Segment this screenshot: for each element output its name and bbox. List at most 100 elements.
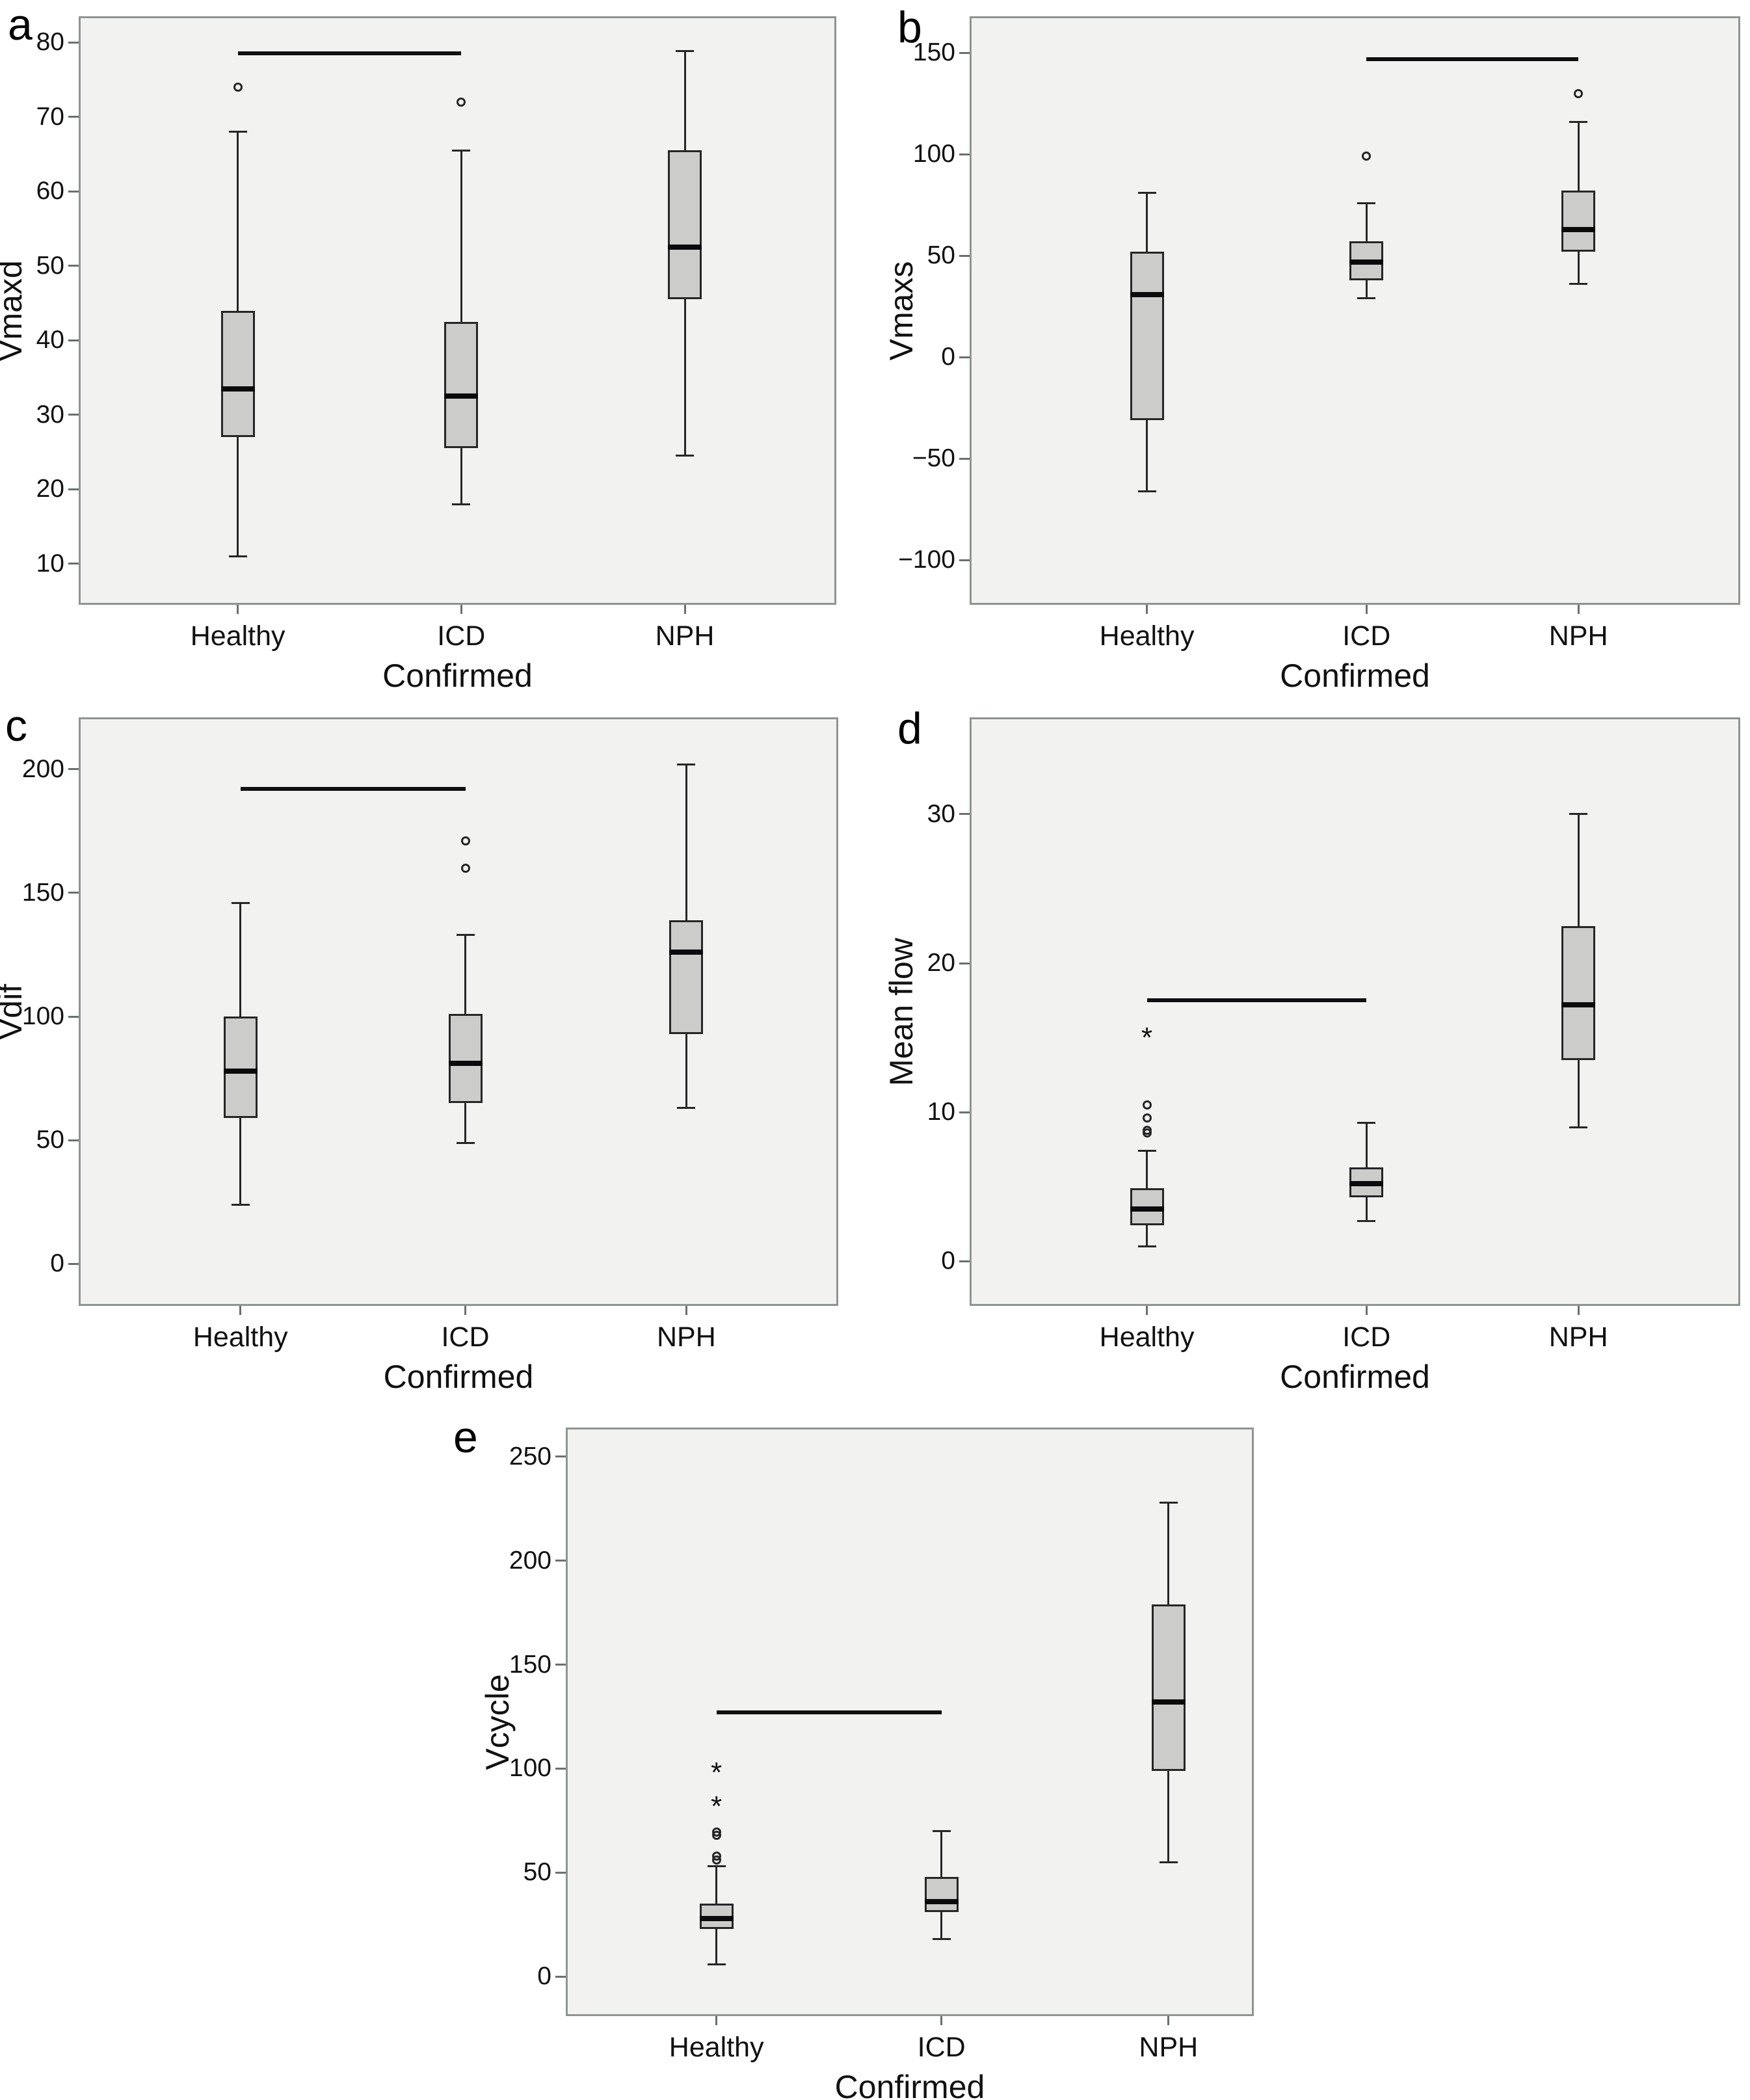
- category-label-nph: NPH: [1548, 620, 1608, 652]
- x-tick-mark: [1577, 605, 1580, 614]
- y-tick-mark: [68, 339, 79, 341]
- significance-line: [716, 1710, 942, 1715]
- category-label-healthy: Healthy: [192, 1322, 288, 1353]
- y-tick-mark: [68, 768, 79, 771]
- y-tick-mark: [68, 116, 79, 118]
- panel-b: b Vmaxs 150 100 50 0 −50 −100 Healthy ICD NPH Confi…: [875, 0, 1750, 699]
- whisker-cap-top: [1137, 1150, 1156, 1152]
- iqr-box-icd: [924, 1876, 959, 1913]
- y-tick-mark: [959, 962, 970, 964]
- category-label-icd: ICD: [441, 1322, 490, 1353]
- median-line: [669, 950, 704, 955]
- y-tick-label: 60: [36, 177, 64, 206]
- y-tick-mark: [959, 1111, 970, 1113]
- y-tick-label: 100: [509, 1754, 551, 1783]
- category-label-icd: ICD: [1342, 1322, 1391, 1353]
- whisker-cap-bottom: [676, 455, 694, 457]
- median-line: [1130, 1206, 1164, 1212]
- whisker-cap-top: [677, 763, 696, 765]
- panel-a: a Vmaxd 80 70 60 50 40 30 20 10 Healthy ICD NPH Confi…: [0, 0, 875, 699]
- y-tick-mark: [68, 1139, 79, 1141]
- median-line: [448, 1061, 483, 1067]
- y-tick-label: 200: [21, 754, 64, 783]
- y-tick-mark: [555, 1767, 566, 1770]
- x-tick-mark: [1146, 1306, 1148, 1315]
- y-tick-mark: [959, 559, 970, 561]
- whisker-cap-top: [1569, 120, 1588, 123]
- y-tick-label: 10: [36, 549, 64, 578]
- whisker-cap-top: [231, 901, 250, 904]
- y-tick-mark: [555, 1871, 566, 1874]
- y-tick-label: 30: [36, 400, 64, 429]
- x-tick-mark: [1167, 2016, 1170, 2025]
- whisker-cap-bottom: [707, 1963, 726, 1965]
- panel-letter: d: [897, 704, 922, 753]
- whisker-cap-bottom: [1357, 297, 1376, 300]
- iqr-box-nph: [1561, 191, 1596, 252]
- y-tick-label: 200: [509, 1546, 551, 1575]
- x-axis-label: Confirmed: [383, 1359, 534, 1395]
- outlier-circle: [1142, 1113, 1152, 1123]
- y-tick-label: 40: [36, 326, 64, 354]
- x-tick-mark: [1577, 1306, 1580, 1315]
- x-tick-mark: [1146, 605, 1148, 614]
- y-tick-label: 150: [509, 1650, 551, 1679]
- extreme-asterisk: *: [711, 1790, 723, 1822]
- iqr-box-nph: [668, 150, 702, 300]
- outlier-circle: [460, 836, 470, 846]
- whisker-cap-top: [1357, 202, 1376, 204]
- panel-letter: c: [5, 701, 27, 751]
- iqr-box-healthy: [223, 1017, 258, 1118]
- x-axis-label: Confirmed: [382, 658, 533, 694]
- median-line: [668, 245, 702, 250]
- x-axis-label: Confirmed: [1280, 1359, 1430, 1395]
- category-label-nph: NPH: [656, 1322, 716, 1353]
- outlier-circle: [711, 1851, 721, 1861]
- whisker-cap-top: [452, 149, 471, 152]
- y-tick-mark: [68, 265, 79, 267]
- category-label-healthy: Healthy: [669, 2032, 764, 2063]
- extreme-asterisk: *: [711, 1757, 723, 1789]
- y-tick-label: 50: [36, 1126, 64, 1154]
- whisker-cap-bottom: [1137, 490, 1156, 492]
- plot-area: [970, 717, 1740, 1306]
- panel-letter: a: [8, 0, 33, 49]
- outlier-circle: [233, 82, 243, 92]
- y-tick-mark: [959, 813, 970, 816]
- y-tick-mark: [959, 356, 970, 358]
- whisker-cap-top: [1357, 1121, 1376, 1124]
- whisker-cap-top: [932, 1829, 951, 1832]
- y-tick-label: 50: [927, 241, 955, 270]
- y-tick-label: −100: [898, 546, 955, 574]
- x-tick-mark: [1365, 1306, 1368, 1315]
- y-tick-mark: [68, 1015, 79, 1018]
- iqr-box-icd: [444, 321, 479, 449]
- whisker-cap-top: [707, 1865, 726, 1868]
- whisker-cap-bottom: [228, 555, 247, 558]
- outlier-circle: [1574, 88, 1584, 98]
- category-label-nph: NPH: [1139, 2032, 1199, 2063]
- y-tick-label: 10: [927, 1098, 955, 1126]
- y-tick-mark: [555, 1560, 566, 1562]
- y-tick-mark: [68, 190, 79, 193]
- y-tick-label: 0: [537, 1962, 551, 1991]
- x-tick-mark: [940, 2016, 943, 2025]
- y-tick-label: 0: [50, 1249, 64, 1278]
- x-tick-mark: [464, 1306, 466, 1315]
- significance-line: [237, 51, 462, 56]
- whisker-cap-bottom: [231, 1203, 250, 1206]
- y-tick-label: 20: [927, 949, 955, 977]
- y-tick-mark: [555, 1975, 566, 1978]
- median-line: [220, 386, 255, 392]
- median-line: [1130, 291, 1164, 297]
- outlier-circle: [711, 1827, 721, 1837]
- y-tick-mark: [68, 1262, 79, 1265]
- y-tick-mark: [959, 254, 970, 257]
- panel-d: d Mean flow 30 20 10 0 Healthy ICD NPH Confirmed *: [875, 701, 1750, 1400]
- outlier-circle: [1142, 1100, 1152, 1110]
- y-tick-label: 100: [21, 1002, 64, 1031]
- y-tick-label: 70: [36, 102, 64, 131]
- median-line: [1561, 1002, 1596, 1008]
- panel-letter: b: [897, 3, 922, 52]
